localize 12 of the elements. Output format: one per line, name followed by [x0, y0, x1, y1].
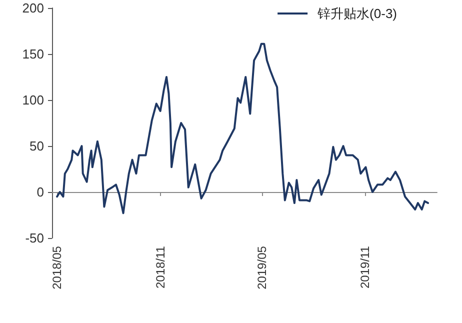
x-tick-label: 2018/11: [153, 246, 168, 288]
y-tick-label: 150: [22, 46, 44, 62]
y-tick-label: 50: [30, 138, 44, 154]
x-tick-label: 2019/05: [254, 246, 269, 290]
y-tick-label: 0: [36, 184, 44, 200]
x-tick-label: 2018/05: [50, 246, 64, 290]
line-series: [56, 42, 430, 214]
y-tick-label: -50: [25, 230, 44, 246]
x-tick-label: 2019/11: [358, 246, 372, 288]
y-tick-label: 100: [22, 92, 44, 108]
legend-label: 锌升贴水(0-3): [316, 6, 398, 21]
y-tick-label: 200: [22, 0, 44, 16]
